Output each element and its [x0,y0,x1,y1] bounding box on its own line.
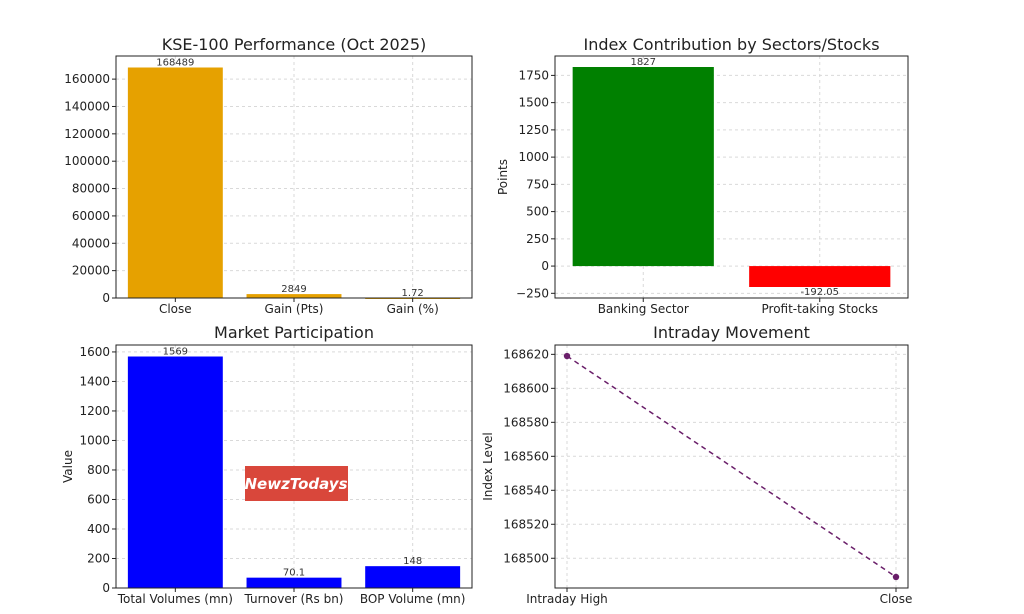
x-tick-label: Close [880,592,913,606]
y-tick-label: 1250 [518,123,549,137]
data-label: 168489 [156,58,194,69]
y-tick-label: 1400 [79,374,110,388]
data-point [563,352,571,360]
y-tick-label: 250 [526,232,549,246]
y-tick-label: 160000 [64,72,110,86]
watermark-logo-text: NewzTodays [244,475,347,493]
data-label: 70.1 [283,568,305,579]
y-tick-label: 500 [526,205,549,219]
y-tick-label: 168620 [503,347,549,361]
y-tick-label: 1600 [79,345,110,359]
y-tick-label: 80000 [72,182,110,196]
data-label: 148 [403,556,422,567]
x-tick-label: Gain (Pts) [265,302,324,316]
data-label: 1.72 [402,288,424,299]
y-tick-label: 1750 [518,68,549,82]
y-tick-label: 750 [526,177,549,191]
y-tick-label: 168580 [503,415,549,429]
chart-title: Index Contribution by Sectors/Stocks [583,35,879,54]
y-tick-label: 0 [541,259,549,273]
y-tick-label: −250 [516,286,549,300]
chart-title: Intraday Movement [653,323,810,342]
data-point [892,573,900,581]
y-tick-label: 100000 [64,154,110,168]
series-line [566,355,897,578]
y-axis-label: Value [61,450,75,483]
bar [246,294,342,298]
data-label: -192.05 [800,287,839,298]
y-tick-label: 60000 [72,209,110,223]
y-tick-label: 0 [102,291,110,305]
bar [127,356,223,588]
y-tick-label: 800 [87,463,110,477]
y-axis-label: Points [496,159,510,195]
x-tick-label: BOP Volume (mn) [360,592,466,606]
x-tick-label: Gain (%) [387,302,439,316]
bar [572,67,714,267]
chart-title: KSE-100 Performance (Oct 2025) [162,35,427,54]
y-tick-label: 400 [87,522,110,536]
y-tick-label: 168560 [503,449,549,463]
y-tick-label: 600 [87,492,110,506]
watermark-badge [245,466,348,501]
plot-frame [554,344,909,589]
y-tick-label: 168540 [503,483,549,497]
bar [365,566,461,588]
y-tick-label: 140000 [64,99,110,113]
bar [246,577,342,588]
data-label: 1827 [631,57,656,68]
x-tick-label: Total Volumes (mn) [117,592,233,606]
y-tick-label: 168600 [503,381,549,395]
x-tick-label: Turnover (Rs bn) [243,592,343,606]
bar [127,67,223,298]
x-tick-label: Banking Sector [598,302,689,316]
y-tick-label: 1000 [518,150,549,164]
y-tick-label: 168520 [503,517,549,531]
x-tick-label: Intraday High [526,592,608,606]
y-axis-label: Index Level [481,432,495,501]
y-tick-label: 1500 [518,96,549,110]
bar [749,266,891,288]
y-tick-label: 0 [102,581,110,595]
plot-frame [554,55,909,299]
y-tick-label: 40000 [72,236,110,250]
y-tick-label: 1000 [79,433,110,447]
y-tick-label: 120000 [64,127,110,141]
chart-title: Market Participation [214,323,374,342]
y-tick-label: 168500 [503,551,549,565]
y-tick-label: 1200 [79,404,110,418]
x-tick-label: Profit-taking Stocks [762,302,878,316]
data-label: 2849 [281,284,306,295]
x-tick-label: Close [159,302,192,316]
y-tick-label: 200 [87,551,110,565]
data-label: 1569 [163,347,188,358]
y-tick-label: 20000 [72,264,110,278]
